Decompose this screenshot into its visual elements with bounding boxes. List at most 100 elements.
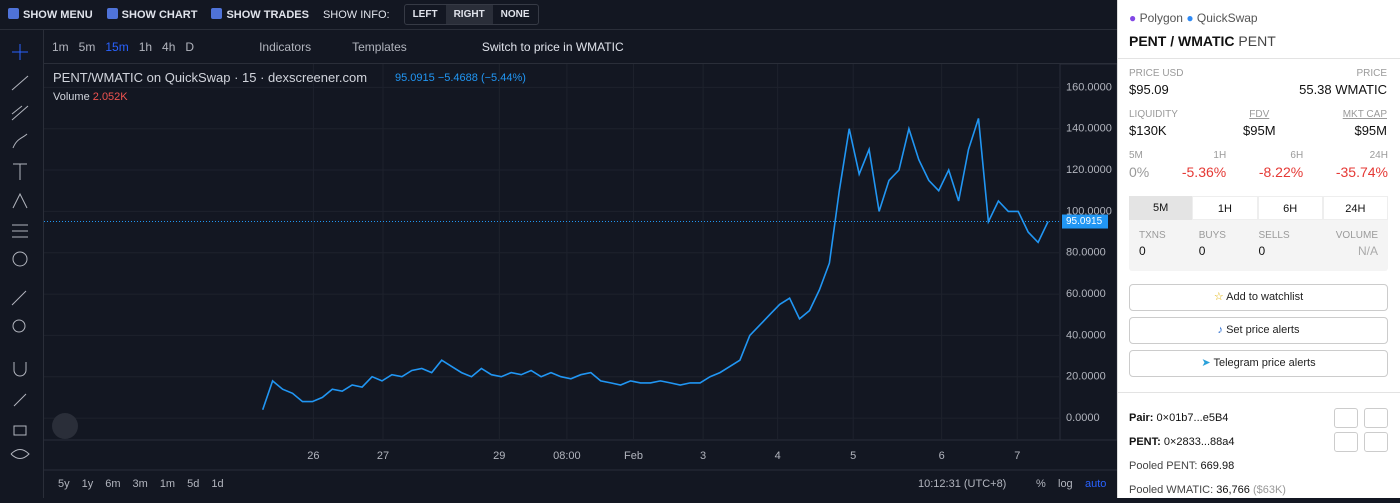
x-tick-label: 27	[377, 450, 389, 462]
tab[interactable]: 5M	[1129, 196, 1193, 220]
button-label: Add to watchlist	[1226, 291, 1304, 303]
y-tick-label: 140.0000	[1066, 123, 1112, 135]
legend-volume: Volume 2.052K	[53, 91, 128, 103]
price-axis	[1059, 63, 1117, 441]
interval[interactable]: 15m	[105, 39, 129, 54]
label: Pooled PENT:	[1129, 460, 1198, 472]
range-bar: 5y 1y 6m 3m 1m 5d 1d	[58, 478, 224, 490]
range[interactable]: 1y	[81, 478, 94, 490]
txn-value: 0	[1139, 244, 1146, 258]
range[interactable]: 1d	[211, 478, 224, 490]
auto-toggle[interactable]: auto	[1085, 478, 1107, 490]
switch-price[interactable]: Switch to price in WMATIC	[481, 39, 624, 54]
stat-label: FDV	[1249, 109, 1270, 120]
stat: MKT CAP $95M	[1343, 109, 1387, 138]
eye[interactable]	[10, 449, 30, 459]
stat: PRICE 55.38 WMATIC	[1299, 68, 1387, 97]
button-label: Telegram price alerts	[1213, 357, 1316, 369]
range[interactable]: 1m	[159, 478, 176, 490]
copy-button[interactable]	[1334, 408, 1358, 428]
chain[interactable]: Polygon	[1139, 11, 1183, 25]
open-button[interactable]	[1364, 408, 1388, 428]
value: 36,766	[1216, 484, 1250, 496]
address: 0×01b7...e5B4	[1156, 412, 1229, 424]
measure[interactable]	[12, 224, 28, 238]
stat-label: PRICE USD	[1129, 68, 1184, 79]
show-trades[interactable]: SHOW TRADES	[211, 8, 309, 21]
open-button[interactable]	[1364, 432, 1388, 452]
option[interactable]: LEFT	[412, 9, 438, 20]
txn-label: VOLUME	[1335, 230, 1378, 241]
token-row: PENT: 0×2833...88a4	[1129, 436, 1235, 448]
txn-stat: BUYS 0	[1199, 230, 1259, 258]
interval[interactable]: 4h	[162, 39, 176, 54]
interval[interactable]: 1m	[52, 39, 69, 54]
pattern[interactable]	[12, 192, 28, 209]
y-tick-label: 20.0000	[1066, 371, 1106, 383]
chart-toolbar: 1m 5m 15m 1h 4h D Indicators Templates S…	[44, 30, 1117, 64]
pct-toggle[interactable]: %	[1036, 478, 1046, 490]
telegram-button[interactable]: ➤ Telegram price alerts	[1129, 350, 1388, 377]
magnet[interactable]	[13, 362, 27, 377]
y-tick-label: 100.0000	[1066, 205, 1112, 217]
txn-label: TXNS	[1139, 230, 1166, 241]
stat-value: 55.38 WMATIC	[1299, 82, 1387, 97]
x-tick-label: 4	[775, 450, 781, 462]
text-tool[interactable]	[13, 163, 27, 180]
templates[interactable]: Templates	[352, 39, 407, 54]
option[interactable]: RIGHT	[445, 5, 493, 24]
x-tick-label: 7	[1014, 450, 1020, 462]
watchlist-button[interactable]: ☆ Add to watchlist	[1129, 284, 1388, 311]
tab[interactable]: 1H	[1192, 196, 1258, 220]
tab[interactable]: 24H	[1322, 196, 1388, 220]
stat-value: $95M	[1354, 123, 1387, 138]
label: SHOW CHART	[121, 9, 198, 21]
legend-quote: 95.0915 −5.4688 (−5.44%)	[395, 72, 526, 84]
lock-draw[interactable]	[13, 393, 27, 407]
copy-button[interactable]	[1334, 432, 1358, 452]
change-label: 6H	[1290, 150, 1304, 161]
range[interactable]: 5y	[58, 478, 70, 490]
interval[interactable]: 5m	[78, 39, 96, 54]
interval[interactable]: D	[185, 39, 195, 54]
stat-label: LIQUIDITY	[1129, 109, 1178, 120]
log-toggle[interactable]: log	[1058, 478, 1073, 490]
show-chart[interactable]: SHOW CHART	[106, 8, 198, 21]
y-tick-label: 60.0000	[1066, 288, 1106, 300]
change-value: -35.74%	[1335, 164, 1388, 180]
logo	[52, 413, 78, 439]
zoom[interactable]	[12, 319, 26, 333]
stat: FDV $95M	[1243, 109, 1276, 138]
change: 1H -5.36%	[1182, 150, 1226, 180]
txns-box: 5M 1H 6H 24H TXNS 0 BUYS 0 SELLS 0 VOLUME N/…	[1129, 196, 1388, 271]
lock[interactable]	[13, 425, 27, 436]
brush[interactable]	[12, 133, 28, 149]
tab[interactable]: 6H	[1257, 196, 1323, 220]
change: 5M 0%	[1129, 150, 1149, 180]
range[interactable]: 3m	[132, 478, 148, 490]
range[interactable]: 5d	[187, 478, 200, 490]
y-tick-label: 40.0000	[1066, 329, 1106, 341]
txns: TXNS 0 BUYS 0 SELLS 0 VOLUME N/A	[1129, 220, 1388, 258]
dex[interactable]: QuickSwap	[1196, 11, 1258, 25]
stat: PRICE USD $95.09	[1129, 68, 1183, 97]
option[interactable]: NONE	[500, 9, 530, 20]
last-price-box	[1062, 214, 1108, 229]
indicators[interactable]: Indicators	[259, 39, 312, 54]
txn-stat: TXNS 0	[1139, 230, 1199, 258]
txn-stat: VOLUME N/A	[1318, 230, 1378, 258]
range[interactable]: 6m	[105, 478, 121, 490]
change-value: 0%	[1129, 164, 1150, 180]
fib[interactable]	[11, 105, 29, 121]
show-menu[interactable]: SHOW MENU	[8, 8, 93, 21]
alerts-button[interactable]: ♪ Set price alerts	[1129, 317, 1388, 344]
trend-line[interactable]	[11, 75, 29, 91]
crosshair[interactable]	[12, 44, 28, 60]
interval[interactable]: 1h	[138, 39, 153, 54]
pair: PENT / WMATIC	[1129, 33, 1235, 49]
y-tick-label: 120.0000	[1066, 164, 1112, 176]
emoji[interactable]	[12, 251, 28, 267]
top-bar: SHOW MENU SHOW CHART SHOW TRADES SHOW IN…	[0, 0, 1117, 30]
ruler[interactable]	[11, 290, 27, 306]
